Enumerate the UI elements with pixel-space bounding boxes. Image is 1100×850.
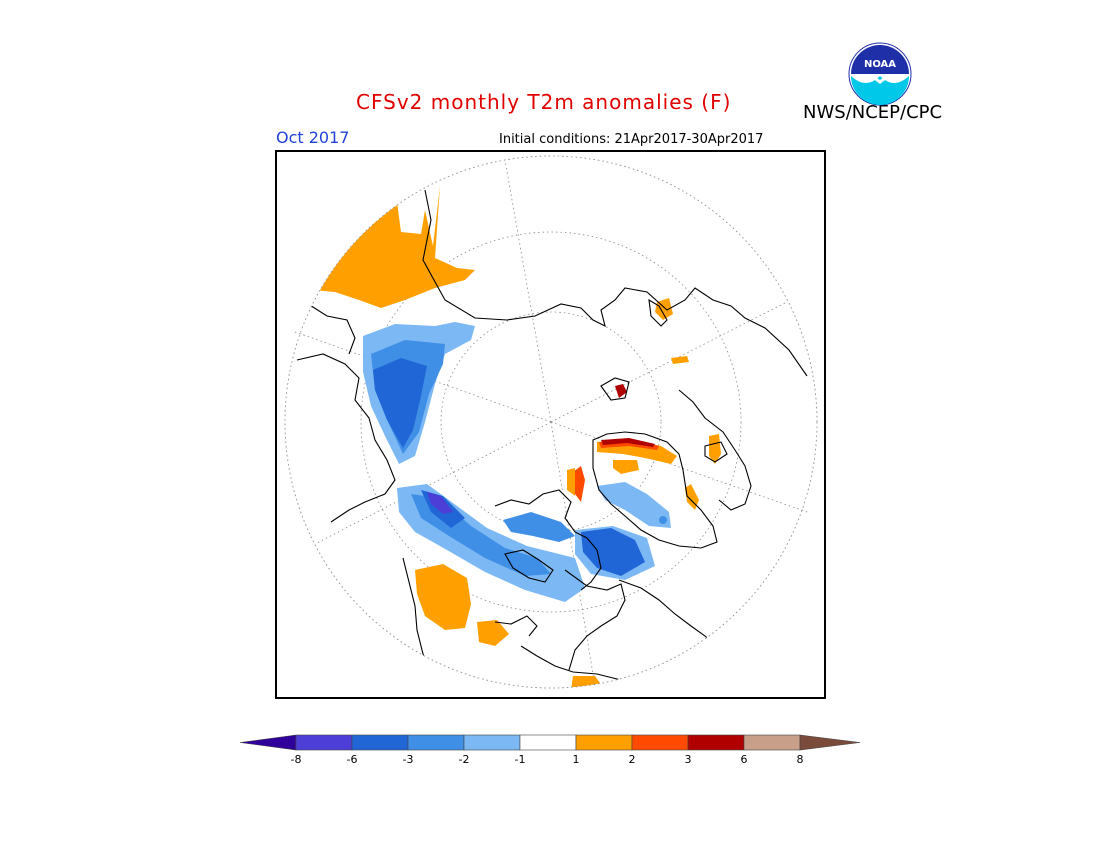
colorbar-arrow-high [799, 734, 861, 751]
coastline-greenland [592, 431, 718, 549]
colorbar-tick-label: -8 [291, 753, 302, 766]
forecast-month: Oct 2017 [276, 128, 350, 147]
anomaly-cold-greenland-light [597, 482, 671, 528]
coastline-siberia [422, 189, 808, 377]
anomaly-warm-greenland-east [685, 484, 699, 510]
anomaly-warm-great-basin [477, 620, 509, 646]
colorbar-box [407, 734, 465, 751]
colorbar-box [631, 734, 689, 751]
anomaly-cold-canada-extreme [427, 492, 453, 514]
logo-text: NOAA [864, 59, 896, 70]
meridian-line [314, 421, 552, 545]
anomaly-warm-greenland-interior [613, 460, 639, 474]
coastline-scandinavia [678, 389, 752, 511]
coastline-canadian-archipelago [494, 489, 602, 591]
colorbar-tick-label: -3 [403, 753, 414, 766]
anomaly-warm-greenland-north-dark [601, 438, 655, 447]
coastline-baffin [504, 549, 554, 583]
coastline-great-lakes [494, 615, 538, 637]
anomaly-cold-alaska-deep [373, 358, 427, 448]
polar-map [275, 150, 826, 699]
anomaly-cold-greenland-spot [659, 516, 667, 524]
colorbar-arrow-low [239, 734, 297, 751]
noaa-logo: NOAA [848, 42, 912, 106]
map-frame [275, 150, 826, 699]
colorbar-box [351, 734, 409, 751]
coastline-hudson-bay [564, 569, 626, 671]
colorbar-box [743, 734, 801, 751]
colorbar-tick-label: 6 [741, 753, 748, 766]
meridian-line [550, 421, 808, 513]
anomaly-warm-kara [671, 356, 689, 364]
anomaly-cold-arctic-islands [503, 512, 575, 542]
anomaly-warm-franz-josef [615, 384, 627, 398]
coastline-bering [304, 301, 356, 355]
meridian-line [504, 159, 552, 423]
anomaly-cold-hudson-mid [581, 528, 645, 576]
colorbar-tick-label: -2 [459, 753, 470, 766]
coastline-alaska [296, 353, 396, 523]
colorbar-box [463, 734, 521, 751]
colorbar-tick-label: 8 [797, 753, 804, 766]
chart-title: CFSv2 monthly T2m anomalies (F) [356, 90, 732, 114]
colorbar-tick-label: 3 [685, 753, 692, 766]
anomaly-warm-pacific-northwest [415, 564, 471, 630]
hemisphere-edge [284, 155, 818, 689]
meridian-line [550, 301, 788, 423]
anomaly-warm-north-pacific [309, 186, 475, 308]
colorbar-tick-label: -6 [347, 753, 358, 766]
graticule-70n-circle [440, 311, 662, 533]
colorbar-box [295, 734, 353, 751]
colorbar-tick-label: 1 [573, 753, 580, 766]
colorbar-box [519, 734, 577, 751]
coastline-svalbard [600, 377, 630, 401]
anomaly-warm-scandinavia [709, 434, 721, 464]
coastline-labrador [618, 579, 720, 649]
coastline-novaya-zemlya [648, 298, 668, 327]
colorbar: -8 -6 -3 -2 -1 1 2 3 6 8 [239, 734, 861, 766]
initial-conditions-label: Initial conditions: 21Apr2017-30Apr2017 [499, 132, 764, 147]
anomaly-warm-ellesmere-orange [567, 468, 575, 496]
graticule-60n-circle [360, 231, 742, 613]
anomaly-warm-ellesmere [573, 466, 585, 502]
colorbar-box [687, 734, 745, 751]
colorbar-tick-label: 2 [629, 753, 636, 766]
colorbar-tick-label: -1 [515, 753, 526, 766]
coastline-iceland [704, 441, 728, 463]
colorbar-box [575, 734, 633, 751]
agency-label: NWS/NCEP/CPC [803, 102, 943, 123]
